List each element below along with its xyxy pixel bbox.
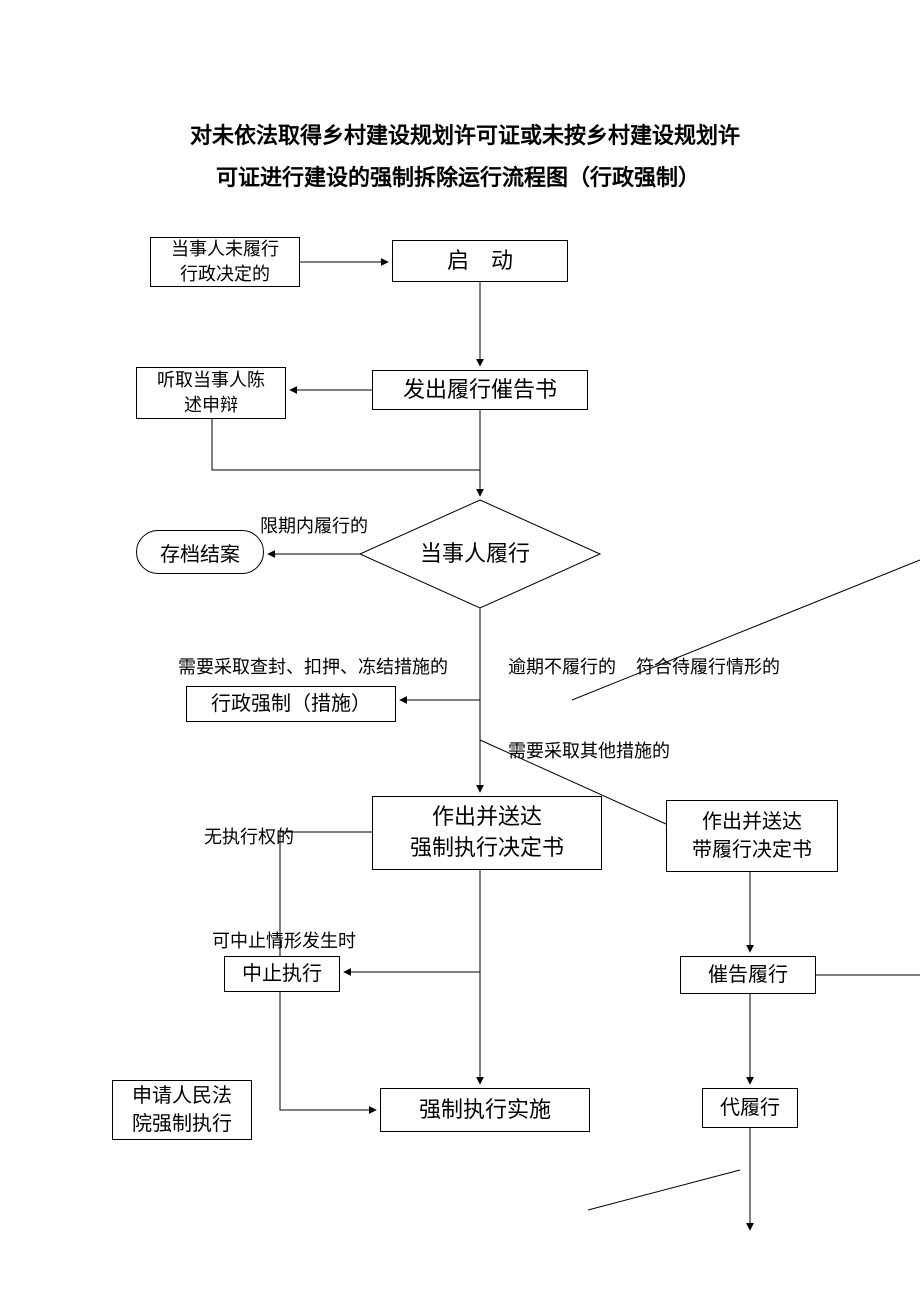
label-wait-perform: 符合待履行情形的 bbox=[636, 656, 780, 679]
node-urge-label: 催告履行 bbox=[708, 961, 788, 989]
page-title-line2: 可证进行建设的强制拆除运行流程图（行政强制） bbox=[178, 160, 738, 192]
label-in-time: 限期内履行的 bbox=[260, 515, 368, 538]
node-urge: 催告履行 bbox=[680, 956, 816, 994]
label-seize: 需要采取查封、扣押、冻结措施的 bbox=[178, 656, 448, 679]
node-trigger-label: 当事人未履行 行政决定的 bbox=[171, 237, 279, 287]
node-suspend-label: 中止执行 bbox=[242, 960, 322, 988]
node-suspend: 中止执行 bbox=[224, 956, 340, 992]
label-overdue: 逾期不履行的 bbox=[508, 656, 616, 679]
node-substitute: 代履行 bbox=[702, 1088, 798, 1128]
node-measures: 行政强制（措施） bbox=[186, 686, 396, 722]
node-apply-court: 申请人民法 院强制执行 bbox=[112, 1080, 252, 1140]
node-archive-label: 存档结案 bbox=[160, 538, 240, 567]
node-archive: 存档结案 bbox=[136, 530, 264, 574]
node-enforce-label: 强制执行实施 bbox=[419, 1095, 551, 1126]
label-can-suspend: 可中止情形发生时 bbox=[212, 930, 356, 953]
node-apply-court-label: 申请人民法 院强制执行 bbox=[132, 1082, 232, 1138]
node-deliver2: 作出并送达 带履行决定书 bbox=[666, 800, 838, 872]
label-other-measures: 需要采取其他措施的 bbox=[508, 740, 670, 763]
node-deliver-label: 作出并送达 强制执行决定书 bbox=[410, 802, 564, 864]
node-deliver2-label: 作出并送达 带履行决定书 bbox=[692, 808, 812, 864]
node-hearing-label: 听取当事人陈 述申辩 bbox=[157, 368, 265, 418]
node-notice-label: 发出履行催告书 bbox=[403, 375, 557, 406]
node-substitute-label: 代履行 bbox=[720, 1094, 780, 1122]
label-no-enforce-power: 无执行权的 bbox=[204, 826, 294, 849]
node-start: 启 动 bbox=[392, 240, 568, 282]
node-deliver: 作出并送达 强制执行决定书 bbox=[372, 796, 602, 870]
node-hearing: 听取当事人陈 述申辩 bbox=[136, 367, 286, 419]
node-measures-label: 行政强制（措施） bbox=[211, 690, 371, 718]
node-enforce: 强制执行实施 bbox=[380, 1088, 590, 1132]
node-perform-label: 当事人履行 bbox=[420, 540, 530, 569]
node-notice: 发出履行催告书 bbox=[372, 370, 588, 410]
node-trigger: 当事人未履行 行政决定的 bbox=[150, 237, 300, 287]
node-start-label: 启 动 bbox=[447, 246, 513, 277]
page-title-line1: 对未依法取得乡村建设规划许可证或未按乡村建设规划许 bbox=[140, 118, 790, 150]
